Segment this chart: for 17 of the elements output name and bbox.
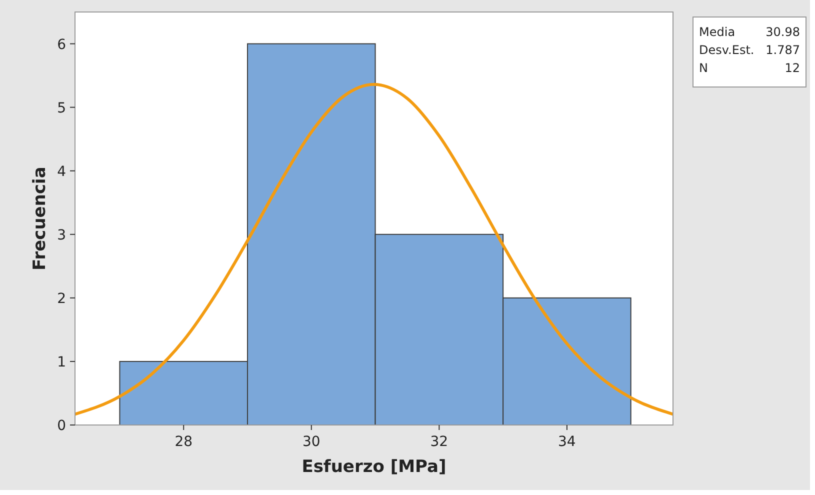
x-tick-label: 28 (174, 434, 193, 450)
text: N 12 (699, 61, 800, 75)
y-tick-label: 6 (57, 36, 66, 53)
y-tick-label: 5 (57, 100, 66, 116)
y-tick-label: 3 (57, 227, 66, 244)
y-tick-label: 4 (57, 164, 66, 180)
y-tick-label: 0 (57, 418, 66, 434)
y-axis-title: Frecuencia (30, 166, 50, 270)
text: Media 30.98 (699, 25, 800, 39)
text: Desv.Est. 1.787 (699, 43, 800, 57)
x-axis-title: Esfuerzo [MPa] (302, 457, 446, 477)
y-tick-label: 2 (57, 290, 66, 307)
y-tick-label: 1 (57, 354, 66, 370)
x-tick-label: 34 (558, 434, 576, 450)
line-series (75, 82, 673, 416)
x-tick-label: 30 (302, 434, 320, 450)
x-tick-label: 32 (430, 434, 448, 450)
